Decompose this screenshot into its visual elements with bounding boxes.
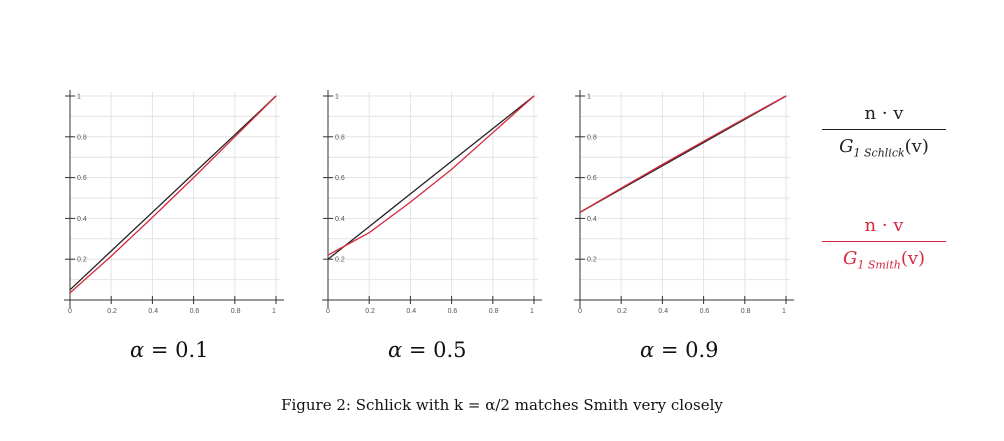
series-group (327, 95, 535, 260)
series-group (579, 95, 787, 213)
x-tick-label: 0.4 (148, 308, 158, 315)
axes: 0.2 0.4 0.6 0.8 1 0 0.2 0.4 0.6 0.8 1 (64, 90, 284, 315)
y-tick-label: 0.6 (587, 175, 597, 182)
x-tick-label: 0 (68, 308, 72, 315)
y-tick-label: 1 (587, 94, 591, 101)
x-tick-label: 1 (272, 308, 276, 315)
y-tick-label: 0.8 (587, 134, 597, 141)
y-tick-label: 0.8 (77, 134, 87, 141)
x-tick-label: 0.8 (489, 308, 499, 315)
x-tick-label: 1 (530, 308, 534, 315)
grid (580, 92, 790, 300)
series-line-schlick (69, 95, 277, 291)
x-tick-label: 0.8 (741, 308, 751, 315)
alpha-value: = 0.5 (402, 338, 467, 362)
alpha-symbol: α (388, 338, 403, 362)
chart-panel-alpha-0-9: 0.2 0.4 0.6 0.8 1 0 0.2 0.4 0.6 0.8 1 (568, 88, 800, 324)
legend-smith-arg: (v) (900, 248, 926, 269)
series-group (69, 95, 277, 294)
x-tick-label: 0.4 (406, 308, 416, 315)
y-tick-label: 0.6 (335, 175, 345, 182)
y-tick-label: 0.2 (587, 257, 597, 264)
axes: 0.2 0.4 0.6 0.8 1 0 0.2 0.4 0.6 0.8 1 (322, 90, 542, 315)
x-tick-label: 0.4 (658, 308, 668, 315)
legend-smith-denominator: G1 Smith(v) (814, 248, 954, 277)
alpha-symbol: α (130, 338, 145, 362)
y-tick-label: 1 (335, 94, 339, 101)
y-tick-label: 0.6 (77, 175, 87, 182)
x-tick-label: 0.6 (448, 308, 458, 315)
legend-schlick-arg: (v) (904, 136, 929, 157)
x-tick-label: 0.6 (190, 308, 200, 315)
legend-smith-subscript: 1 Smith (857, 258, 901, 272)
y-tick-label: 0.8 (335, 134, 345, 141)
alpha-label-1: α = 0.1 (130, 338, 209, 362)
legend-schlick-g: G (839, 136, 854, 157)
legend-schlick-numerator: n · v (864, 103, 904, 124)
grid (70, 92, 280, 300)
y-tick-label: 0.2 (335, 257, 345, 264)
chart-panel-alpha-0-5: 0.2 0.4 0.6 0.8 1 0 0.2 0.4 0.6 0.8 1 (316, 88, 548, 324)
y-tick-label: 1 (77, 94, 81, 101)
grid (328, 92, 538, 300)
y-tick-label: 0.4 (77, 216, 87, 223)
y-tick-label: 0.4 (335, 216, 345, 223)
legend-schlick-fraction-bar (822, 129, 946, 130)
legend-smith-numerator: n · v (864, 215, 904, 236)
legend-schlick-subscript: 1 Schlick (853, 146, 905, 160)
alpha-symbol: α (640, 338, 655, 362)
chart-svg-2: 0.2 0.4 0.6 0.8 1 0 0.2 0.4 0.6 0.8 1 (322, 90, 542, 315)
alpha-value: = 0.1 (144, 338, 209, 362)
figure-caption: Figure 2: Schlick with k = α/2 matches S… (281, 396, 723, 414)
series-line-smith (579, 95, 787, 213)
alpha-label-3: α = 0.9 (640, 338, 719, 362)
legend-smith-g: G (842, 248, 858, 269)
x-tick-label: 0.2 (617, 308, 627, 315)
series-line-smith (69, 95, 277, 294)
x-tick-label: 1 (782, 308, 786, 315)
x-tick-label: 0.6 (700, 308, 710, 315)
legend-smith-fraction-bar (822, 241, 946, 242)
chart-panel-alpha-0-1: 0.2 0.4 0.6 0.8 1 0 0.2 0.4 0.6 0.8 1 (58, 88, 290, 324)
legend-schlick-denominator: G1 Schlick(v) (814, 136, 954, 165)
alpha-value: = 0.9 (654, 338, 719, 362)
legend-smith: n · v G1 Smith(v) (814, 215, 954, 277)
series-line-schlick (327, 95, 535, 260)
x-tick-label: 0 (326, 308, 330, 315)
x-tick-label: 0 (578, 308, 582, 315)
chart-svg-3: 0.2 0.4 0.6 0.8 1 0 0.2 0.4 0.6 0.8 1 (574, 90, 794, 315)
y-tick-label: 0.4 (587, 216, 597, 223)
y-tick-label: 0.2 (77, 257, 87, 264)
series-line-smith (327, 95, 535, 256)
legend-schlick: n · v G1 Schlick(v) (814, 103, 954, 165)
x-tick-label: 0.2 (107, 308, 117, 315)
x-tick-label: 0.8 (231, 308, 241, 315)
alpha-label-2: α = 0.5 (388, 338, 467, 362)
axes: 0.2 0.4 0.6 0.8 1 0 0.2 0.4 0.6 0.8 1 (574, 90, 794, 315)
x-tick-label: 0.2 (365, 308, 375, 315)
chart-svg-1: 0.2 0.4 0.6 0.8 1 0 0.2 0.4 0.6 0.8 1 (64, 90, 284, 315)
